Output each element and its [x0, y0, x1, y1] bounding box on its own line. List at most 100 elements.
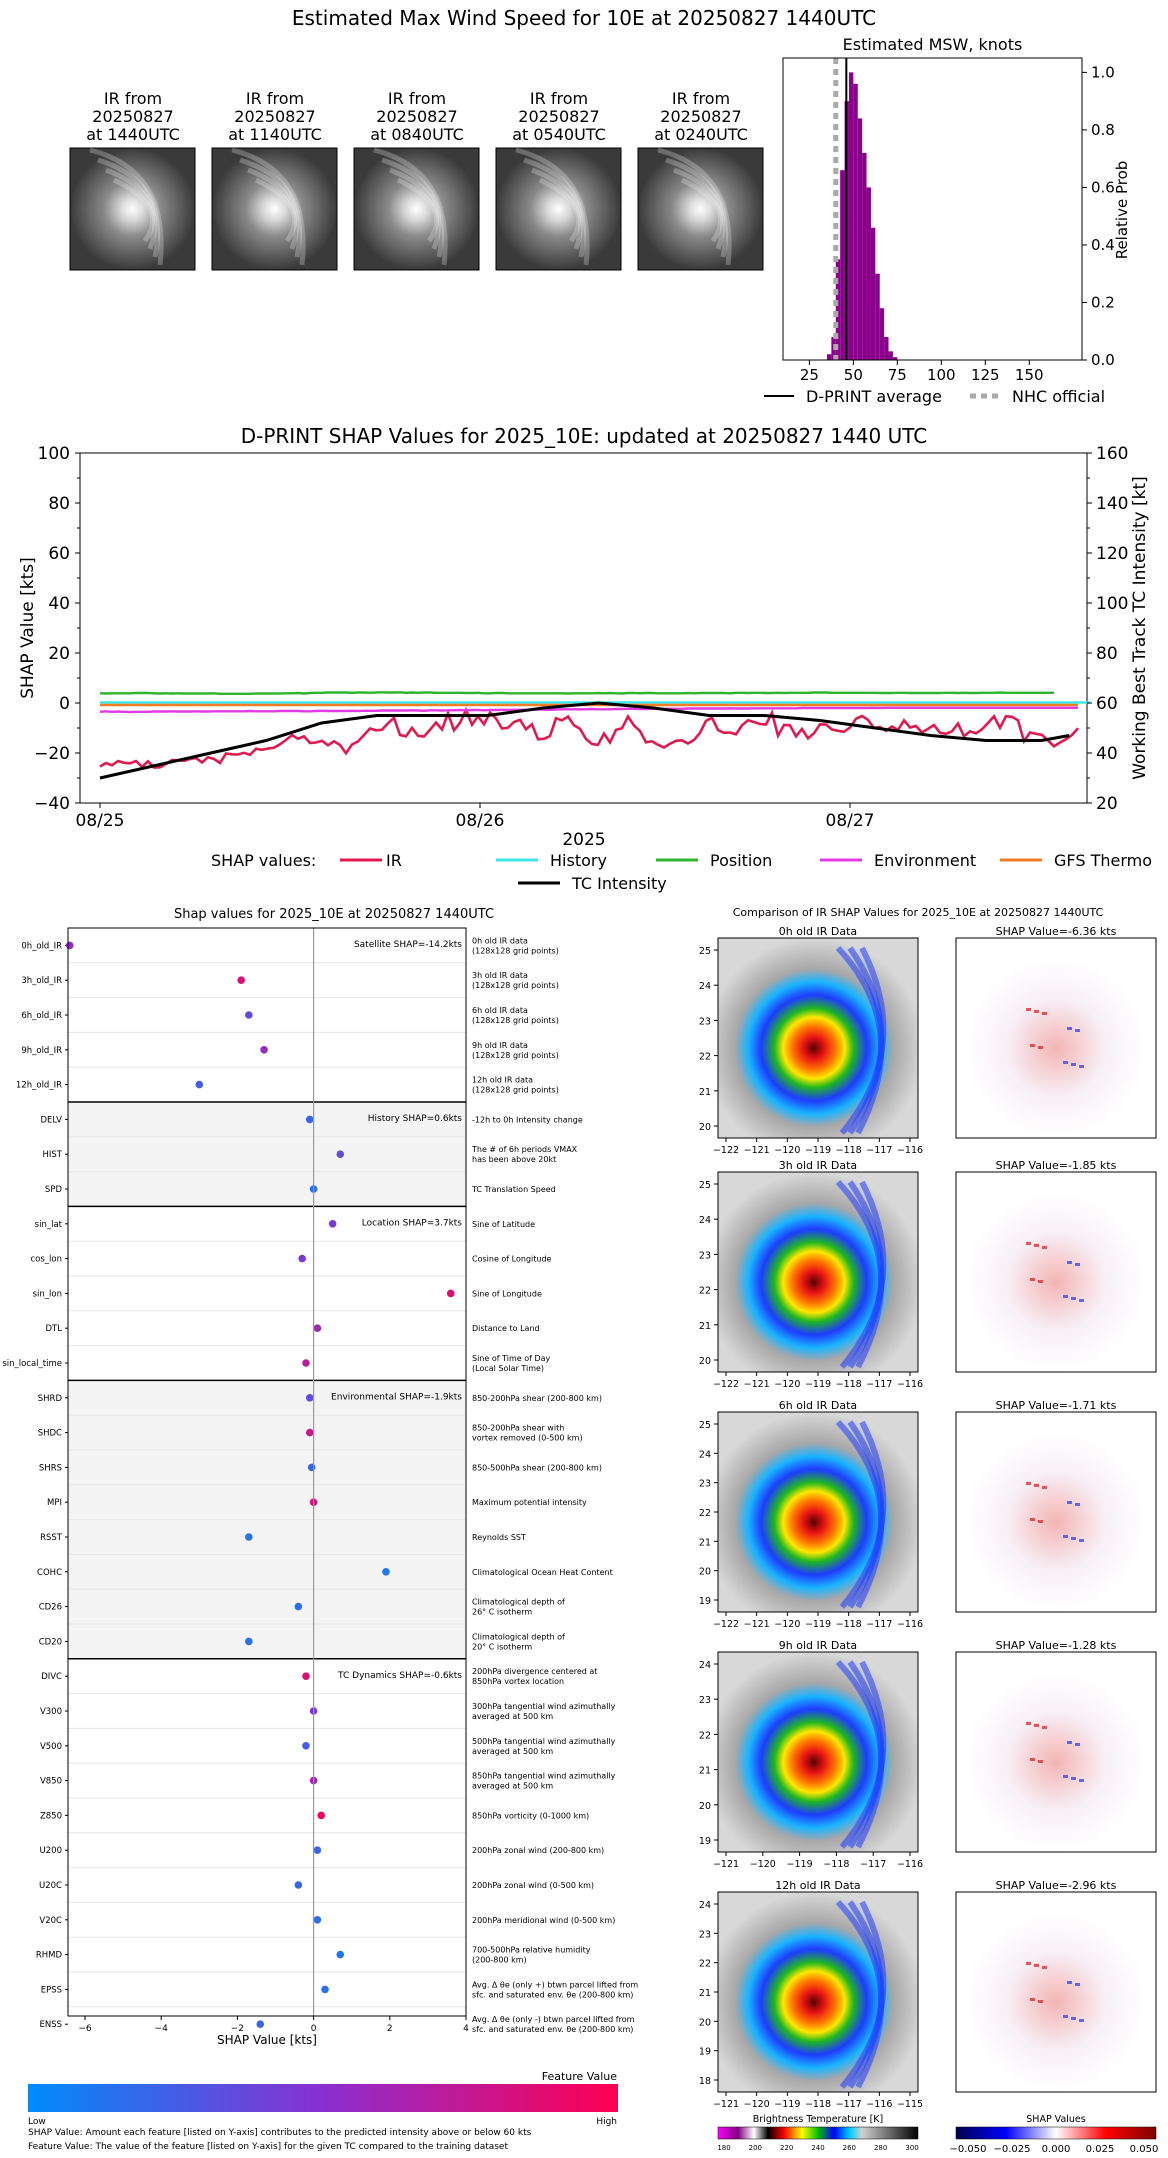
msw-title: Estimated MSW, knots [843, 35, 1023, 54]
colorbar-title: Feature Value [542, 2070, 618, 2083]
shap-colorbar-tick: −0.025 [993, 2144, 1030, 2155]
ts-ytick-label: 60 [48, 544, 70, 564]
shap-pixel [1071, 1537, 1076, 1540]
shap-point [305, 1428, 314, 1437]
feature-label: 12h_old_IR [16, 1081, 62, 1091]
shap-pixel [1071, 1777, 1076, 1780]
ts-legend-label: History [550, 851, 607, 870]
ir-colorbar-tick: 200 [749, 2144, 762, 2152]
msw-bar-5 [848, 72, 854, 360]
ir-ytick-label: 22 [699, 1052, 711, 1063]
feature-label: V850 [40, 1777, 62, 1787]
ir-ytick-label: 20 [699, 1567, 711, 1578]
ir-image-panel [717, 1891, 919, 2093]
ir-ytick-label: 19 [699, 2047, 711, 2058]
group-label: Environmental SHAP=-1.9kts [331, 1392, 462, 1402]
ir-thumbnail-1 [211, 147, 338, 271]
ts-title: D-PRINT SHAP Values for 2025_10E: update… [241, 424, 928, 448]
shap-point [336, 1150, 345, 1158]
ir-panel-title: 9h old IR Data [779, 1639, 857, 1652]
shap-point [195, 1080, 204, 1089]
shap-panel-title: SHAP Value=-1.28 kts [996, 1639, 1117, 1652]
shap-summary: Shap values for 2025_10E at 20250827 144… [2, 907, 638, 2127]
feature-label: EPSS [41, 1985, 62, 1995]
shap-pixel [1026, 1242, 1031, 1245]
thumb-title-0: 20250827 [92, 107, 173, 126]
shap-panel-title: SHAP Value=-1.71 kts [996, 1399, 1117, 1412]
cloud-band [673, 167, 726, 250]
ir-ytick-label: 20 [699, 1801, 711, 1812]
ir-xtick-label: −116 [897, 1145, 923, 1156]
msw-ytick-label: 0.2 [1091, 293, 1115, 311]
feature-desc: 300hPa tangential wind azimuthally [472, 1702, 616, 1711]
feature-desc: Avg. Δ θe (only -) btwn parcel lifted fr… [472, 2015, 635, 2024]
feature-desc: Climatological depth of [472, 1598, 565, 1607]
cloud-band [665, 157, 729, 258]
feature-label: ENSS [39, 2020, 62, 2030]
ir-image-panel [717, 1411, 919, 1613]
feature-label: 6h_old_IR [21, 1011, 62, 1021]
feature-label: COHC [37, 1568, 62, 1578]
ir-ytick-label: 24 [699, 1660, 711, 1671]
feature-desc: 200hPa zonal wind (0-500 km) [472, 1881, 594, 1890]
ir-panel-title: 0h old IR Data [779, 925, 857, 938]
shap-pixel [1042, 1246, 1047, 1249]
shap-pixel [1042, 1726, 1047, 1729]
feature-desc: 200hPa divergence centered at [472, 1667, 597, 1676]
ir-ytick-label: 25 [699, 1180, 711, 1191]
shap-timeseries: D-PRINT SHAP Values for 2025_10E: update… [18, 424, 1152, 893]
feature-label: sin_lat [35, 1220, 63, 1230]
shap-pixel [1071, 2017, 1076, 2020]
series-tc-intensity [99, 701, 1070, 780]
ir-xtick-label: −116 [897, 1859, 923, 1870]
msw-ytick-label: 0.4 [1091, 236, 1115, 254]
feature-label: Z850 [40, 1811, 62, 1821]
ir-ytick-label: 24 [699, 1449, 711, 1460]
shap-pixel [1063, 1535, 1068, 1538]
ts-y2tick-label: 140 [1096, 494, 1128, 514]
ir-xtick-label: −122 [713, 1145, 739, 1156]
cloud-band [389, 167, 442, 250]
feature-desc: Avg. Δ θe (only +) btwn parcel lifted fr… [472, 1980, 638, 1989]
ir-xtick-label: −116 [866, 2099, 892, 2110]
feature-label: MPI [47, 1498, 62, 1508]
feature-label: DIVC [41, 1672, 62, 1682]
ir-ytick-label: 21 [699, 1321, 711, 1332]
feature-desc: 6h old IR data [472, 1006, 528, 1015]
cloud-band [97, 157, 161, 258]
shap-image-panel [955, 937, 1157, 1139]
feature-label: SHRD [38, 1394, 63, 1404]
ir-ytick-label: 24 [699, 1215, 711, 1226]
ts-ytick-label: 80 [48, 494, 70, 514]
ir-ytick-label: 23 [699, 1250, 711, 1261]
ts-y2tick-label: 120 [1096, 544, 1128, 564]
msw-bar-11 [875, 273, 880, 360]
msw-bar-10 [870, 227, 876, 360]
shap-point [65, 941, 74, 950]
msw-histogram: Estimated MSW, knots 25 50 75 100 125 150 0.0 0.… [764, 35, 1131, 406]
shap-pixel [1038, 1280, 1043, 1283]
feature-desc: The # of 6h periods VMAX [471, 1145, 578, 1154]
ir-xtick-label: −120 [774, 1145, 800, 1156]
cloud-band [657, 147, 732, 266]
msw-xtick-label: 100 [927, 366, 956, 384]
ts-y2tick-label: 100 [1096, 594, 1128, 614]
shap-pixel [1026, 1722, 1031, 1725]
rain-band [839, 1420, 887, 1609]
msw-ytick-label: 0.8 [1091, 121, 1115, 139]
thumb-title-3: at 0540UTC [512, 125, 606, 144]
series-position [99, 691, 1054, 695]
ir-xtick-label: −117 [866, 1619, 892, 1630]
thumb-title-1: 20250827 [234, 107, 315, 126]
ir-ytick-label: 22 [699, 1730, 711, 1741]
ir-xtick-label: −121 [744, 1379, 770, 1390]
shap-image-panel [955, 1891, 1157, 2093]
shap-pixel [1067, 1027, 1072, 1030]
feature-label: DELV [40, 1115, 62, 1125]
shap-point [307, 1463, 316, 1472]
feature-desc: Sine of Longitude [472, 1289, 542, 1298]
feature-desc: -12h to 0h Intensity change [472, 1115, 583, 1124]
msw-ylabel: Relative Prob [1113, 161, 1131, 260]
shap-point [237, 976, 246, 984]
